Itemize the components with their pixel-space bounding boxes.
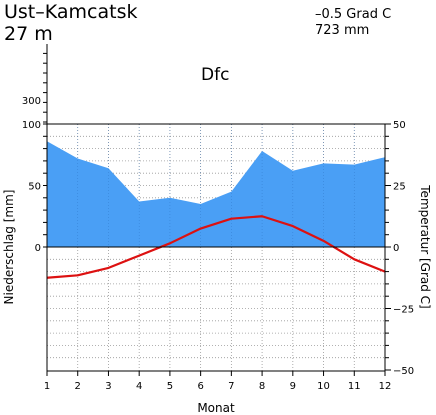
station-elevation: 27 m: [4, 23, 53, 45]
x-tick-label: 4: [136, 381, 142, 392]
upper-precipitation-ticks: [43, 52, 47, 123]
x-tick-label: 7: [228, 381, 234, 392]
right-tick-label: 25: [393, 182, 406, 193]
right-tick-label: −25: [393, 305, 414, 316]
right-tick-label: −50: [393, 366, 414, 377]
left-tick-label: 0: [35, 243, 41, 254]
x-tick-label: 2: [75, 381, 81, 392]
x-tick-label: 9: [290, 381, 296, 392]
x-tick-label: 6: [197, 381, 203, 392]
axes: [43, 44, 391, 376]
left-tick-label: 100: [22, 120, 41, 131]
x-tick-label: 8: [259, 381, 265, 392]
right-tick-label: 0: [393, 243, 399, 254]
x-tick-label: 12: [379, 381, 392, 392]
right-tick-label: 50: [393, 120, 406, 131]
x-axis-label: Monat: [197, 401, 235, 415]
station-name: Ust–Kamcatsk: [4, 1, 137, 23]
x-tick-label: 3: [105, 381, 111, 392]
climate-classification: Dfc: [201, 65, 229, 85]
annual-precipitation: 723 mm: [315, 23, 369, 38]
mean-temperature: –0.5 Grad C: [315, 7, 391, 22]
x-tick-label: 10: [317, 381, 330, 392]
precipitation-fill: [47, 141, 385, 247]
left-axis-label: Niederschlag [mm]: [2, 190, 16, 305]
right-axis-label: Temperatur [Grad C]: [418, 184, 432, 308]
temperature-series: [46, 215, 386, 279]
x-tick-label: 5: [167, 381, 173, 392]
x-tick-label: 11: [348, 381, 361, 392]
left-tick-label: 50: [28, 182, 41, 193]
x-tick-label: 1: [44, 381, 50, 392]
left-tick-label: 300: [22, 96, 41, 107]
